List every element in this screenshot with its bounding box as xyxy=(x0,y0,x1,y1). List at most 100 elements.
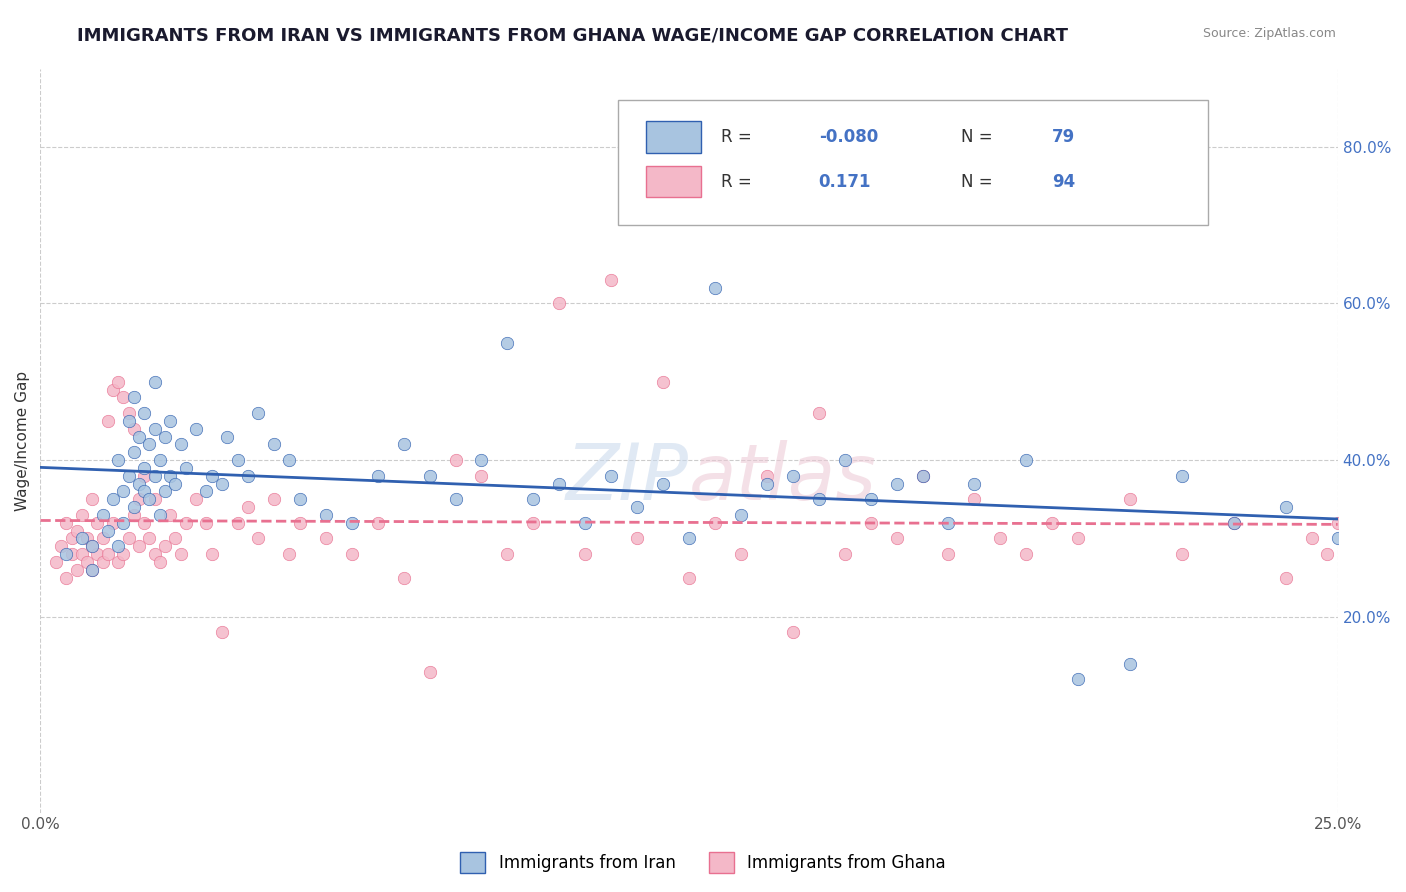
Point xyxy=(134,484,156,499)
Point xyxy=(1337,492,1360,507)
Point xyxy=(149,508,172,522)
Point xyxy=(444,453,467,467)
Point xyxy=(112,516,135,530)
Point xyxy=(107,375,129,389)
Point xyxy=(963,476,986,491)
Point xyxy=(101,492,124,507)
Point xyxy=(112,547,135,561)
Point xyxy=(97,547,120,561)
Point xyxy=(963,492,986,507)
Point xyxy=(236,468,259,483)
Point xyxy=(211,476,233,491)
Point xyxy=(938,547,960,561)
Point xyxy=(911,468,934,483)
Point xyxy=(278,547,301,561)
Text: ZIP: ZIP xyxy=(567,440,689,516)
Point xyxy=(288,516,311,530)
Point xyxy=(1274,571,1296,585)
Point xyxy=(548,296,571,310)
Point xyxy=(247,406,270,420)
Point xyxy=(165,476,187,491)
Point xyxy=(153,429,176,443)
Point xyxy=(1368,547,1391,561)
Point xyxy=(86,516,108,530)
Point xyxy=(217,429,239,443)
Point xyxy=(278,453,301,467)
Point xyxy=(117,532,139,546)
Point xyxy=(82,539,104,553)
Point xyxy=(143,547,166,561)
Point xyxy=(159,468,181,483)
Point xyxy=(76,555,98,569)
Point xyxy=(128,429,150,443)
Point xyxy=(226,453,249,467)
Point xyxy=(755,476,778,491)
Point xyxy=(496,547,519,561)
Point xyxy=(101,383,124,397)
Point xyxy=(174,461,197,475)
Point xyxy=(419,468,441,483)
Point xyxy=(522,492,544,507)
Point xyxy=(117,414,139,428)
Point xyxy=(122,422,145,436)
Point xyxy=(470,468,492,483)
Point xyxy=(226,516,249,530)
Point xyxy=(134,468,156,483)
Point xyxy=(807,492,830,507)
Point xyxy=(1301,532,1323,546)
Point xyxy=(704,281,727,295)
Point xyxy=(782,468,804,483)
Point xyxy=(1067,532,1090,546)
Text: N =: N = xyxy=(962,173,993,191)
Text: R =: R = xyxy=(721,128,752,146)
Point xyxy=(128,539,150,553)
Point xyxy=(678,571,700,585)
Point xyxy=(51,539,73,553)
Point xyxy=(122,500,145,514)
Point xyxy=(263,437,285,451)
FancyBboxPatch shape xyxy=(647,166,700,197)
Point xyxy=(548,476,571,491)
Point xyxy=(1171,468,1194,483)
Point xyxy=(288,492,311,507)
Point xyxy=(574,547,596,561)
Point xyxy=(367,468,389,483)
Y-axis label: Wage/Income Gap: Wage/Income Gap xyxy=(15,370,30,510)
Point xyxy=(55,516,77,530)
Point xyxy=(107,555,129,569)
Point xyxy=(128,492,150,507)
Point xyxy=(134,461,156,475)
Point xyxy=(91,508,114,522)
Point xyxy=(70,547,93,561)
Point xyxy=(834,547,856,561)
Point xyxy=(82,492,104,507)
Point xyxy=(82,563,104,577)
Point xyxy=(392,571,415,585)
Text: IMMIGRANTS FROM IRAN VS IMMIGRANTS FROM GHANA WAGE/INCOME GAP CORRELATION CHART: IMMIGRANTS FROM IRAN VS IMMIGRANTS FROM … xyxy=(77,27,1069,45)
FancyBboxPatch shape xyxy=(617,100,1208,225)
Point xyxy=(60,547,83,561)
Point xyxy=(184,492,207,507)
Point xyxy=(1274,500,1296,514)
Text: -0.080: -0.080 xyxy=(818,128,877,146)
Point xyxy=(134,406,156,420)
Point xyxy=(82,563,104,577)
Point xyxy=(886,532,908,546)
Point xyxy=(1326,532,1348,546)
Point xyxy=(107,539,129,553)
Point xyxy=(82,539,104,553)
Point xyxy=(138,437,160,451)
Text: 94: 94 xyxy=(1052,173,1076,191)
Point xyxy=(97,414,120,428)
Point xyxy=(315,532,337,546)
Point xyxy=(91,532,114,546)
Point xyxy=(91,555,114,569)
Point xyxy=(1223,516,1246,530)
Point xyxy=(1040,516,1063,530)
Point xyxy=(165,532,187,546)
Point xyxy=(143,468,166,483)
Point xyxy=(340,516,363,530)
Point xyxy=(1223,516,1246,530)
Point xyxy=(143,422,166,436)
Point xyxy=(143,492,166,507)
